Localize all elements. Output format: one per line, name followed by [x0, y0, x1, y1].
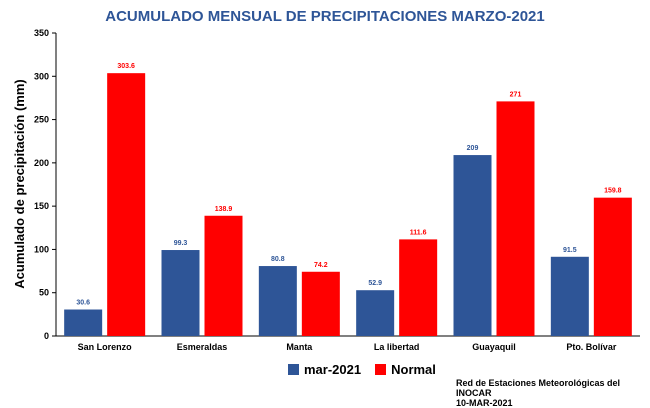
- data-label: 30.6: [76, 300, 90, 307]
- x-tick-label: Pto. Bolívar: [566, 342, 617, 352]
- y-tick-label: 350: [34, 28, 49, 38]
- data-label: 271: [510, 91, 522, 98]
- y-tick-label: 250: [34, 115, 49, 125]
- bar-normal: [301, 271, 340, 336]
- legend-item-normal: Normal: [375, 362, 436, 377]
- bar-mar-2021: [161, 250, 200, 336]
- bar-mar-2021: [356, 290, 395, 336]
- data-label: 111.6: [410, 229, 427, 236]
- source-note: Red de Estaciones Meteorológicas del INO…: [456, 378, 650, 408]
- bar-mar-2021: [64, 309, 103, 336]
- legend-swatch-normal: [375, 364, 387, 375]
- bar-normal: [496, 101, 535, 337]
- data-label: 52.9: [368, 280, 382, 287]
- x-tick-label: La libertad: [374, 342, 420, 352]
- y-tick-label: 0: [44, 331, 49, 341]
- y-tick-label: 50: [39, 288, 49, 298]
- data-label: 138.9: [215, 206, 233, 213]
- y-axis-label: Acumulado de precipitación (mm): [12, 79, 27, 288]
- chart-title: ACUMULADO MENSUAL DE PRECIPITACIONES MAR…: [105, 8, 545, 25]
- bar-normal: [204, 215, 243, 336]
- bar-normal: [593, 197, 632, 336]
- data-label: 91.5: [563, 247, 577, 254]
- bar-normal: [107, 73, 146, 337]
- y-tick-label: 200: [34, 158, 49, 168]
- y-tick-label: 300: [34, 71, 49, 81]
- bar-normal: [399, 239, 438, 336]
- data-label: 74.2: [314, 262, 328, 269]
- legend-label-normal: Normal: [391, 362, 436, 377]
- y-tick-label: 150: [34, 201, 49, 211]
- y-tick-label: 100: [34, 244, 49, 254]
- legend-item-mar-2021: mar-2021: [288, 362, 361, 377]
- x-tick-label: Manta: [286, 342, 313, 352]
- x-tick-label: San Lorenzo: [78, 342, 133, 352]
- data-label: 99.3: [174, 240, 188, 247]
- source-line-1: Red de Estaciones Meteorológicas del INO…: [456, 378, 621, 398]
- bar-mar-2021: [258, 266, 297, 336]
- data-label: 209: [467, 145, 479, 152]
- data-label: 303.6: [117, 63, 135, 70]
- legend-label-mar-2021: mar-2021: [304, 362, 362, 377]
- legend: mar-2021 Normal: [288, 362, 450, 377]
- x-tick-label: Esmeraldas: [177, 342, 228, 352]
- source-line-2: 10-MAR-2021: [456, 398, 513, 408]
- data-label: 159.8: [604, 188, 622, 195]
- bar-mar-2021: [453, 155, 492, 336]
- bar-mar-2021: [550, 256, 589, 336]
- legend-swatch-mar-2021: [288, 364, 299, 375]
- x-tick-label: Guayaquil: [472, 342, 516, 352]
- data-label: 80.8: [271, 256, 285, 263]
